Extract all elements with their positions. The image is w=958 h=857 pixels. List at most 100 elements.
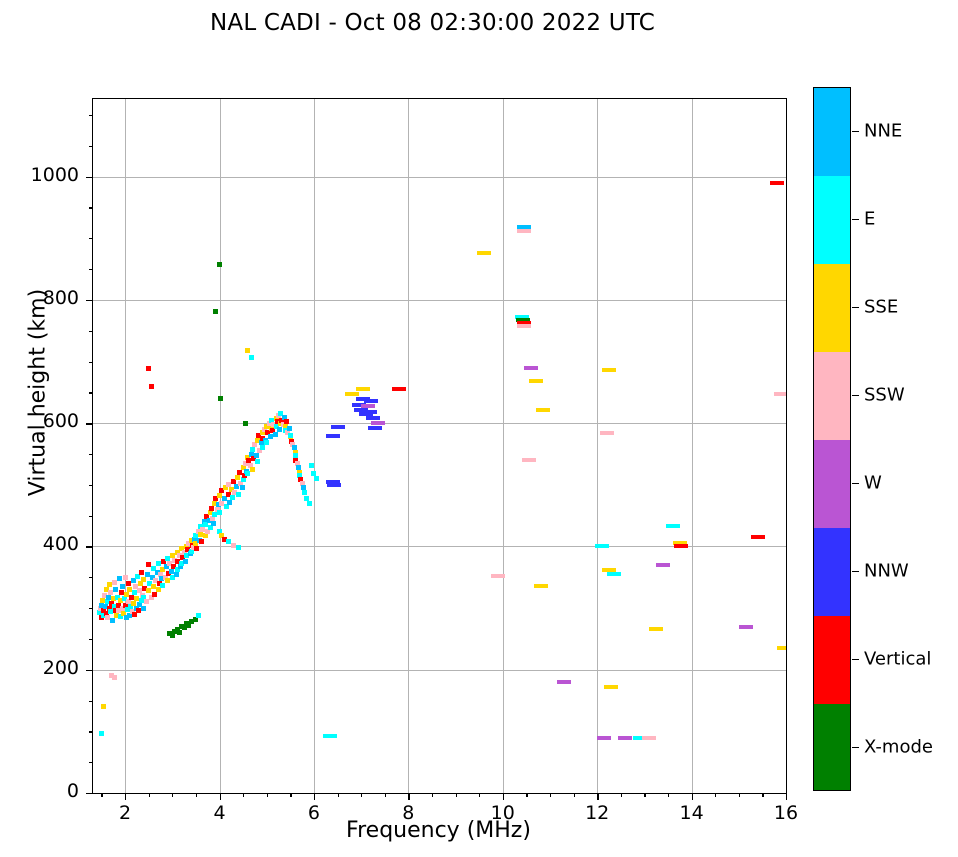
data-mark xyxy=(251,456,256,462)
data-mark xyxy=(750,535,765,540)
data-mark xyxy=(259,429,265,435)
x-tick-minor xyxy=(549,793,552,797)
data-mark xyxy=(130,577,136,583)
data-mark xyxy=(121,595,127,601)
y-tick-label: 0 xyxy=(66,780,79,802)
x-tick-minor xyxy=(526,793,528,797)
data-mark xyxy=(283,423,289,429)
data-mark xyxy=(144,571,150,577)
data-mark xyxy=(291,445,297,451)
data-mark xyxy=(665,524,680,529)
colorbar-label-nne: NNE xyxy=(864,120,903,142)
data-mark xyxy=(267,434,273,440)
data-mark xyxy=(221,495,227,501)
data-mark xyxy=(242,420,248,426)
data-mark xyxy=(601,368,616,373)
x-tick-label: 10 xyxy=(490,802,515,824)
data-mark xyxy=(649,627,664,632)
data-mark xyxy=(165,577,171,583)
data-mark xyxy=(282,414,288,420)
gridline-vertical xyxy=(125,99,127,793)
data-mark xyxy=(266,420,272,426)
data-mark xyxy=(103,610,109,616)
x-tick-label: 12 xyxy=(585,802,610,824)
data-mark xyxy=(108,590,114,596)
data-mark xyxy=(183,558,189,564)
data-mark xyxy=(169,633,175,639)
data-mark xyxy=(125,580,131,586)
data-mark xyxy=(158,571,163,577)
data-mark xyxy=(155,587,161,593)
data-mark xyxy=(102,604,108,610)
colorbar-tick xyxy=(852,483,859,485)
data-mark xyxy=(117,598,123,604)
data-mark xyxy=(175,559,181,565)
data-mark xyxy=(298,477,304,483)
data-mark xyxy=(191,545,197,551)
data-mark xyxy=(188,537,194,543)
colorbar-label-w: W xyxy=(864,472,882,494)
y-tick-minor xyxy=(89,577,93,579)
data-mark xyxy=(362,410,377,415)
data-mark xyxy=(151,592,157,598)
data-mark xyxy=(313,476,319,482)
colorbar-tick xyxy=(852,131,859,133)
data-mark xyxy=(126,599,132,605)
data-mark xyxy=(225,491,231,497)
x-tick-minor xyxy=(762,793,764,797)
data-mark xyxy=(136,601,142,607)
x-tick-minor xyxy=(361,793,363,797)
data-mark xyxy=(212,500,218,506)
data-mark xyxy=(164,563,170,569)
data-mark xyxy=(198,531,204,537)
data-mark xyxy=(141,594,147,600)
colorbar-label-nnw: NNW xyxy=(864,560,909,582)
data-mark xyxy=(517,228,531,233)
y-tick xyxy=(86,423,93,425)
data-mark xyxy=(217,261,222,267)
data-mark xyxy=(246,457,252,463)
data-mark xyxy=(199,539,205,545)
data-mark xyxy=(122,574,128,580)
data-mark xyxy=(202,532,208,538)
data-mark xyxy=(113,608,119,614)
gridline-vertical xyxy=(691,99,693,793)
colorbar-segment-w xyxy=(814,440,850,528)
data-mark xyxy=(106,605,112,611)
data-mark xyxy=(112,579,118,585)
data-mark xyxy=(195,528,201,534)
data-mark xyxy=(221,536,227,542)
data-mark xyxy=(194,546,200,552)
data-mark xyxy=(241,473,247,479)
data-mark xyxy=(202,522,208,528)
x-tick xyxy=(313,793,316,800)
colorbar-label-sse: SSE xyxy=(864,296,899,318)
x-tick xyxy=(786,793,788,800)
data-mark xyxy=(253,452,259,458)
data-mark xyxy=(141,577,147,583)
y-tick-minor xyxy=(89,269,93,271)
data-mark xyxy=(138,598,144,604)
data-mark xyxy=(240,477,246,483)
data-mark xyxy=(121,610,127,616)
data-mark xyxy=(368,426,383,431)
data-mark xyxy=(597,735,612,740)
data-mark xyxy=(344,391,359,396)
data-mark xyxy=(284,419,290,425)
data-mark xyxy=(236,470,242,475)
data-mark xyxy=(606,571,621,576)
data-mark xyxy=(521,458,536,463)
data-mark xyxy=(514,315,529,320)
data-mark xyxy=(115,602,121,608)
x-tick-minor xyxy=(455,793,457,797)
data-mark xyxy=(656,562,671,567)
data-mark xyxy=(124,606,130,612)
x-tick xyxy=(219,793,221,800)
gridline-horizontal xyxy=(93,176,786,178)
data-mark xyxy=(174,626,180,632)
data-mark xyxy=(517,225,531,230)
y-tick-minor xyxy=(89,207,93,209)
data-mark xyxy=(524,365,539,370)
y-tick xyxy=(86,669,93,672)
data-mark xyxy=(274,419,280,425)
